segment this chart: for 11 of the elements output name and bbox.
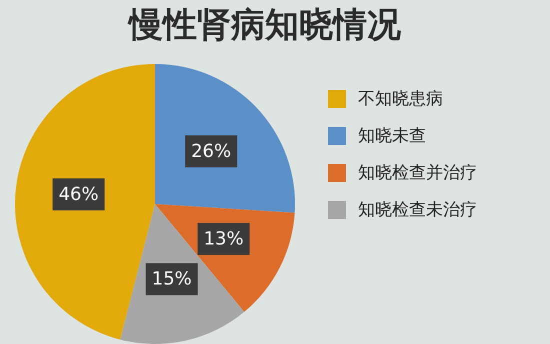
legend-label: 不知晓患病 — [358, 88, 443, 110]
data-label: 46% — [58, 184, 99, 205]
legend-label: 知晓未查 — [358, 125, 426, 147]
data-label: 13% — [204, 228, 244, 250]
data-label: 15% — [152, 268, 192, 290]
data-label: 26% — [191, 140, 232, 162]
pie-slice — [15, 64, 155, 340]
legend-label: 知晓检查并治疗 — [358, 162, 477, 184]
pie-slice — [155, 64, 295, 213]
legend-label: 知晓检查未治疗 — [358, 199, 477, 221]
chart-title: 慢性肾病知晓情况 — [126, 4, 402, 47]
